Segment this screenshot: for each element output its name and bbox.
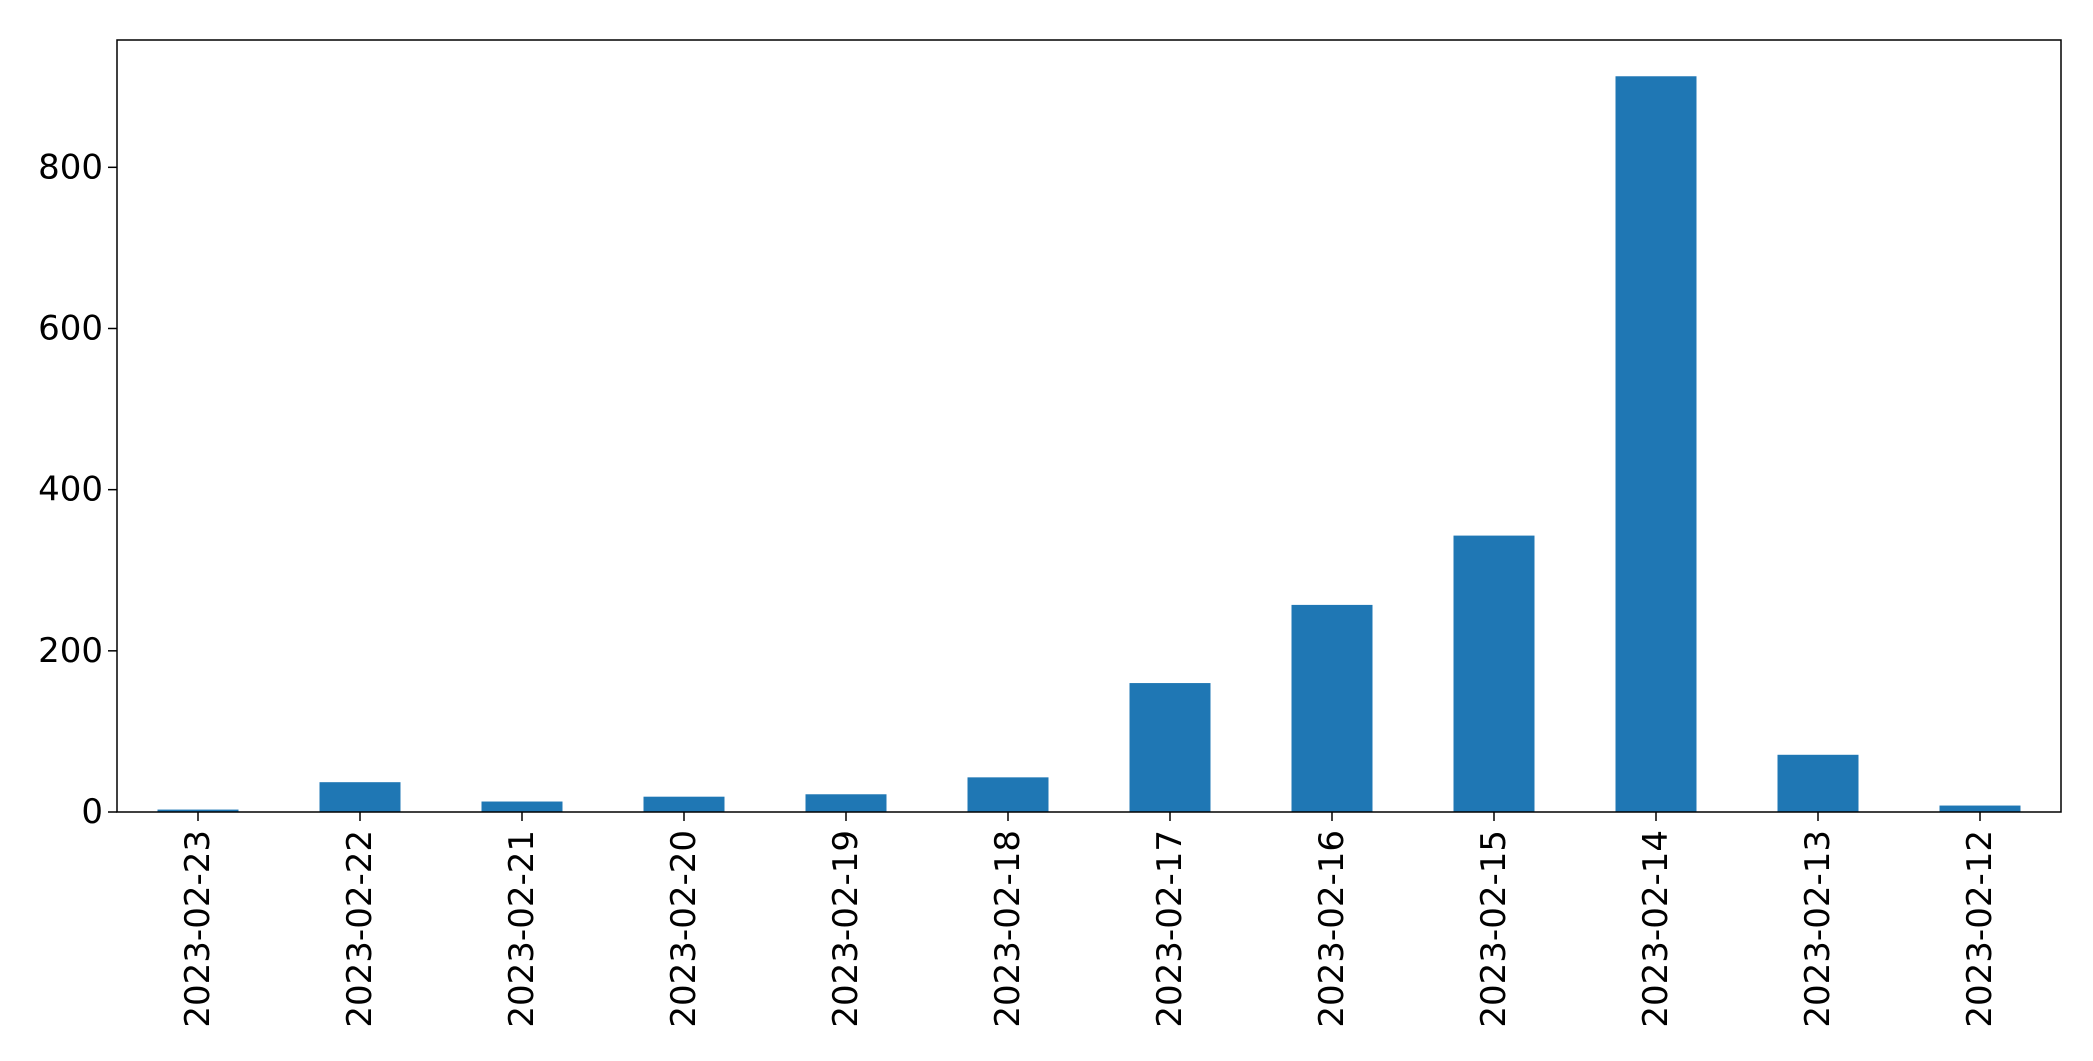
bar-2023-02-18 [967,777,1049,812]
y-axis: 0 200 400 600 800 [38,147,117,832]
x-tick-label: 2023-02-21 [502,830,542,1028]
bar-2023-02-12 [1939,805,2021,812]
x-tick-label: 2023-02-18 [988,830,1028,1028]
y-tick-label: 400 [38,470,103,510]
plot-frame [116,39,2062,813]
y-tick-label: 800 [38,147,103,187]
x-tick-label: 2023-02-19 [826,830,866,1028]
bar-2023-02-21 [481,801,563,812]
bar-2023-02-17 [1129,683,1211,812]
y-tick-label: 600 [38,308,103,348]
bar-2023-02-20 [643,796,725,812]
x-axis: 2023-02-23 2023-02-22 2023-02-21 2023-02-20… [178,812,2000,1028]
x-tick-label: 2023-02-15 [1474,830,1514,1028]
x-tick-label: 2023-02-20 [664,830,704,1028]
bar-2023-02-16 [1291,604,1373,812]
bar-2023-02-23 [157,809,239,812]
y-tick-label: 0 [81,792,103,832]
x-tick-label: 2023-02-22 [340,830,380,1028]
bar-2023-02-14 [1615,76,1697,812]
x-tick-label: 2023-02-12 [1960,830,2000,1028]
x-tick-label: 2023-02-17 [1150,830,1190,1028]
bar-2023-02-22 [319,782,401,812]
x-tick-label: 2023-02-16 [1312,830,1352,1028]
x-tick-label: 2023-02-14 [1636,830,1676,1028]
y-tick-label: 200 [38,631,103,671]
x-tick-label: 2023-02-13 [1798,830,1838,1028]
bar-2023-02-13 [1777,754,1859,812]
x-tick-label: 2023-02-23 [178,830,218,1028]
bar-2023-02-15 [1453,535,1535,812]
bars-layer [157,76,2021,812]
bar-2023-02-19 [805,794,887,812]
